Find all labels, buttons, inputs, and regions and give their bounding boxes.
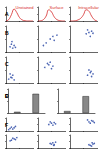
svg-text:A: A bbox=[5, 11, 9, 17]
svg-text:B: B bbox=[5, 30, 9, 36]
svg-text:Intracellular: Intracellular bbox=[78, 5, 99, 10]
svg-text:Surface: Surface bbox=[50, 5, 65, 10]
svg-text:F: F bbox=[5, 122, 8, 128]
svg-text:Unstained: Unstained bbox=[15, 5, 33, 10]
svg-text:D: D bbox=[5, 93, 9, 99]
svg-text:E: E bbox=[5, 93, 9, 99]
svg-text:C: C bbox=[5, 61, 9, 67]
